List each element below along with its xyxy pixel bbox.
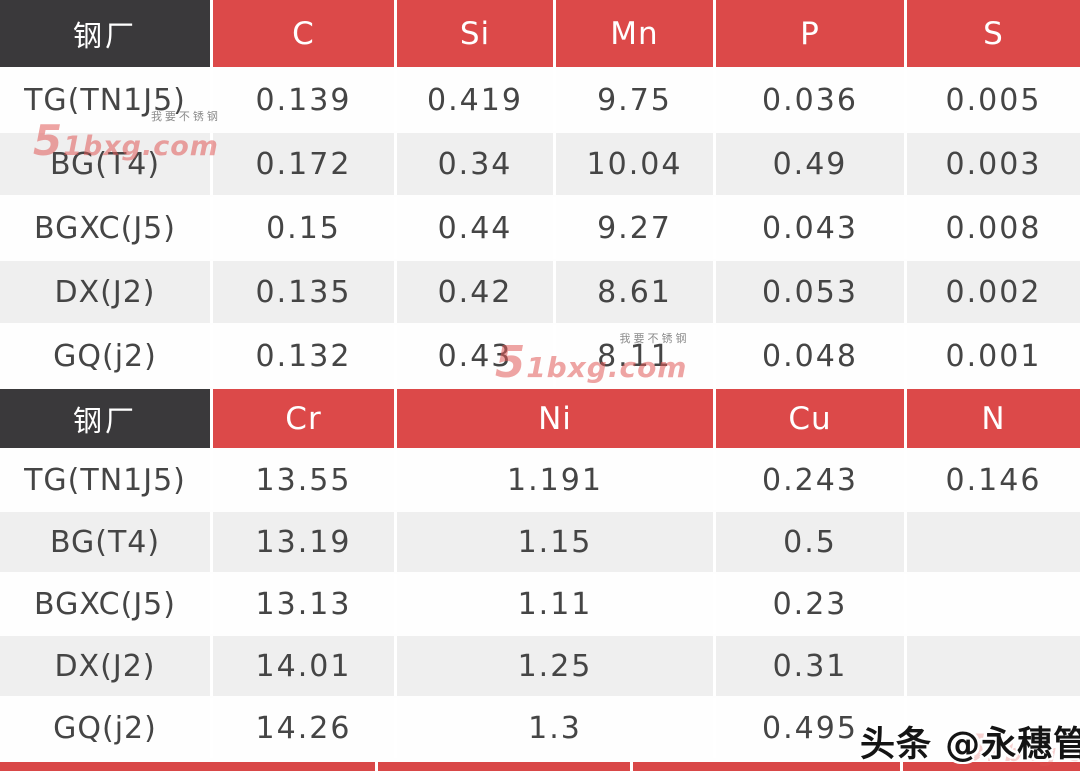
value-cell bbox=[907, 636, 1080, 696]
value-cell: 0.49 bbox=[716, 133, 907, 195]
value-cell: 0.34 bbox=[397, 133, 556, 195]
value-cell bbox=[907, 512, 1080, 572]
value-cell: 0.495 bbox=[716, 698, 907, 758]
column-divider bbox=[630, 762, 633, 771]
factory-cell: BG(T4) bbox=[0, 133, 213, 195]
table1-header-row: 钢厂 C Si Mn P S bbox=[0, 0, 1080, 67]
table-row: GQ(j2) 0.132 0.43 8.11 0.048 0.001 bbox=[0, 325, 1080, 387]
factory-cell: TG(TN1J5) bbox=[0, 450, 213, 510]
value-cell: 0.5 bbox=[716, 512, 907, 572]
table-row: BGXC(J5) 0.15 0.44 9.27 0.043 0.008 bbox=[0, 197, 1080, 259]
factory-cell: BG(T4) bbox=[0, 512, 213, 572]
col-header-mn: Mn bbox=[556, 0, 716, 67]
factory-cell: DX(J2) bbox=[0, 261, 213, 323]
composition-table-2: 钢厂 Cr Ni Cu N TG(TN1J5) 13.55 1.191 0.24… bbox=[0, 389, 1080, 758]
value-cell: 0.003 bbox=[907, 133, 1080, 195]
factory-cell: TG(TN1J5) bbox=[0, 69, 213, 131]
value-cell: 1.15 bbox=[397, 512, 716, 572]
value-cell: 8.11 bbox=[556, 325, 716, 387]
value-cell: 14.26 bbox=[213, 698, 397, 758]
value-cell: 0.036 bbox=[716, 69, 907, 131]
value-cell: 0.43 bbox=[397, 325, 556, 387]
value-cell: 0.139 bbox=[213, 69, 397, 131]
col-header-ni: Ni bbox=[397, 389, 716, 448]
table-row: BGXC(J5) 13.13 1.11 0.23 bbox=[0, 574, 1080, 634]
value-cell: 0.172 bbox=[213, 133, 397, 195]
value-cell: 0.043 bbox=[716, 197, 907, 259]
value-cell: 1.11 bbox=[397, 574, 716, 634]
value-cell: 0.42 bbox=[397, 261, 556, 323]
value-cell: 0.44 bbox=[397, 197, 556, 259]
factory-cell: DX(J2) bbox=[0, 636, 213, 696]
table-row: DX(J2) 14.01 1.25 0.31 bbox=[0, 636, 1080, 696]
value-cell: 9.75 bbox=[556, 69, 716, 131]
value-cell: 0.008 bbox=[907, 197, 1080, 259]
value-cell bbox=[907, 698, 1080, 758]
table-row: GQ(j2) 14.26 1.3 0.495 bbox=[0, 698, 1080, 758]
value-cell: 1.191 bbox=[397, 450, 716, 510]
table-row: TG(TN1J5) 0.139 0.419 9.75 0.036 0.005 bbox=[0, 69, 1080, 131]
value-cell: 1.3 bbox=[397, 698, 716, 758]
factory-column-header: 钢厂 bbox=[0, 389, 213, 448]
value-cell: 13.19 bbox=[213, 512, 397, 572]
table-row: BG(T4) 0.172 0.34 10.04 0.49 0.003 bbox=[0, 133, 1080, 195]
value-cell bbox=[907, 574, 1080, 634]
table-row: DX(J2) 0.135 0.42 8.61 0.053 0.002 bbox=[0, 261, 1080, 323]
value-cell: 13.55 bbox=[213, 450, 397, 510]
factory-cell: GQ(j2) bbox=[0, 698, 213, 758]
col-header-si: Si bbox=[397, 0, 556, 67]
table2-header-row: 钢厂 Cr Ni Cu N bbox=[0, 389, 1080, 448]
col-header-s: S bbox=[907, 0, 1080, 67]
value-cell: 0.132 bbox=[213, 325, 397, 387]
factory-cell: BGXC(J5) bbox=[0, 574, 213, 634]
value-cell: 0.146 bbox=[907, 450, 1080, 510]
table-row: TG(TN1J5) 13.55 1.191 0.243 0.146 bbox=[0, 450, 1080, 510]
column-divider bbox=[375, 762, 378, 771]
col-header-cu: Cu bbox=[716, 389, 907, 448]
column-divider bbox=[900, 762, 903, 771]
value-cell: 1.25 bbox=[397, 636, 716, 696]
factory-column-header: 钢厂 bbox=[0, 0, 213, 67]
factory-cell: BGXC(J5) bbox=[0, 197, 213, 259]
value-cell: 0.001 bbox=[907, 325, 1080, 387]
value-cell: 0.053 bbox=[716, 261, 907, 323]
value-cell: 9.27 bbox=[556, 197, 716, 259]
toutiao-byline: 头条 @永穗管业 bbox=[860, 725, 1080, 765]
col-header-n: N bbox=[907, 389, 1080, 448]
value-cell: 10.04 bbox=[556, 133, 716, 195]
value-cell: 13.13 bbox=[213, 574, 397, 634]
cutoff-table-header-strip bbox=[0, 762, 1080, 771]
value-cell: 0.15 bbox=[213, 197, 397, 259]
composition-table-1: 钢厂 C Si Mn P S TG(TN1J5) 0.139 0.419 9.7… bbox=[0, 0, 1080, 387]
col-header-c: C bbox=[213, 0, 397, 67]
value-cell: 14.01 bbox=[213, 636, 397, 696]
value-cell: 0.23 bbox=[716, 574, 907, 634]
value-cell: 0.005 bbox=[907, 69, 1080, 131]
value-cell: 0.243 bbox=[716, 450, 907, 510]
value-cell: 0.002 bbox=[907, 261, 1080, 323]
col-header-p: P bbox=[716, 0, 907, 67]
value-cell: 0.31 bbox=[716, 636, 907, 696]
factory-cell: GQ(j2) bbox=[0, 325, 213, 387]
value-cell: 0.048 bbox=[716, 325, 907, 387]
col-header-cr: Cr bbox=[213, 389, 397, 448]
table-row: BG(T4) 13.19 1.15 0.5 bbox=[0, 512, 1080, 572]
value-cell: 0.135 bbox=[213, 261, 397, 323]
value-cell: 8.61 bbox=[556, 261, 716, 323]
value-cell: 0.419 bbox=[397, 69, 556, 131]
